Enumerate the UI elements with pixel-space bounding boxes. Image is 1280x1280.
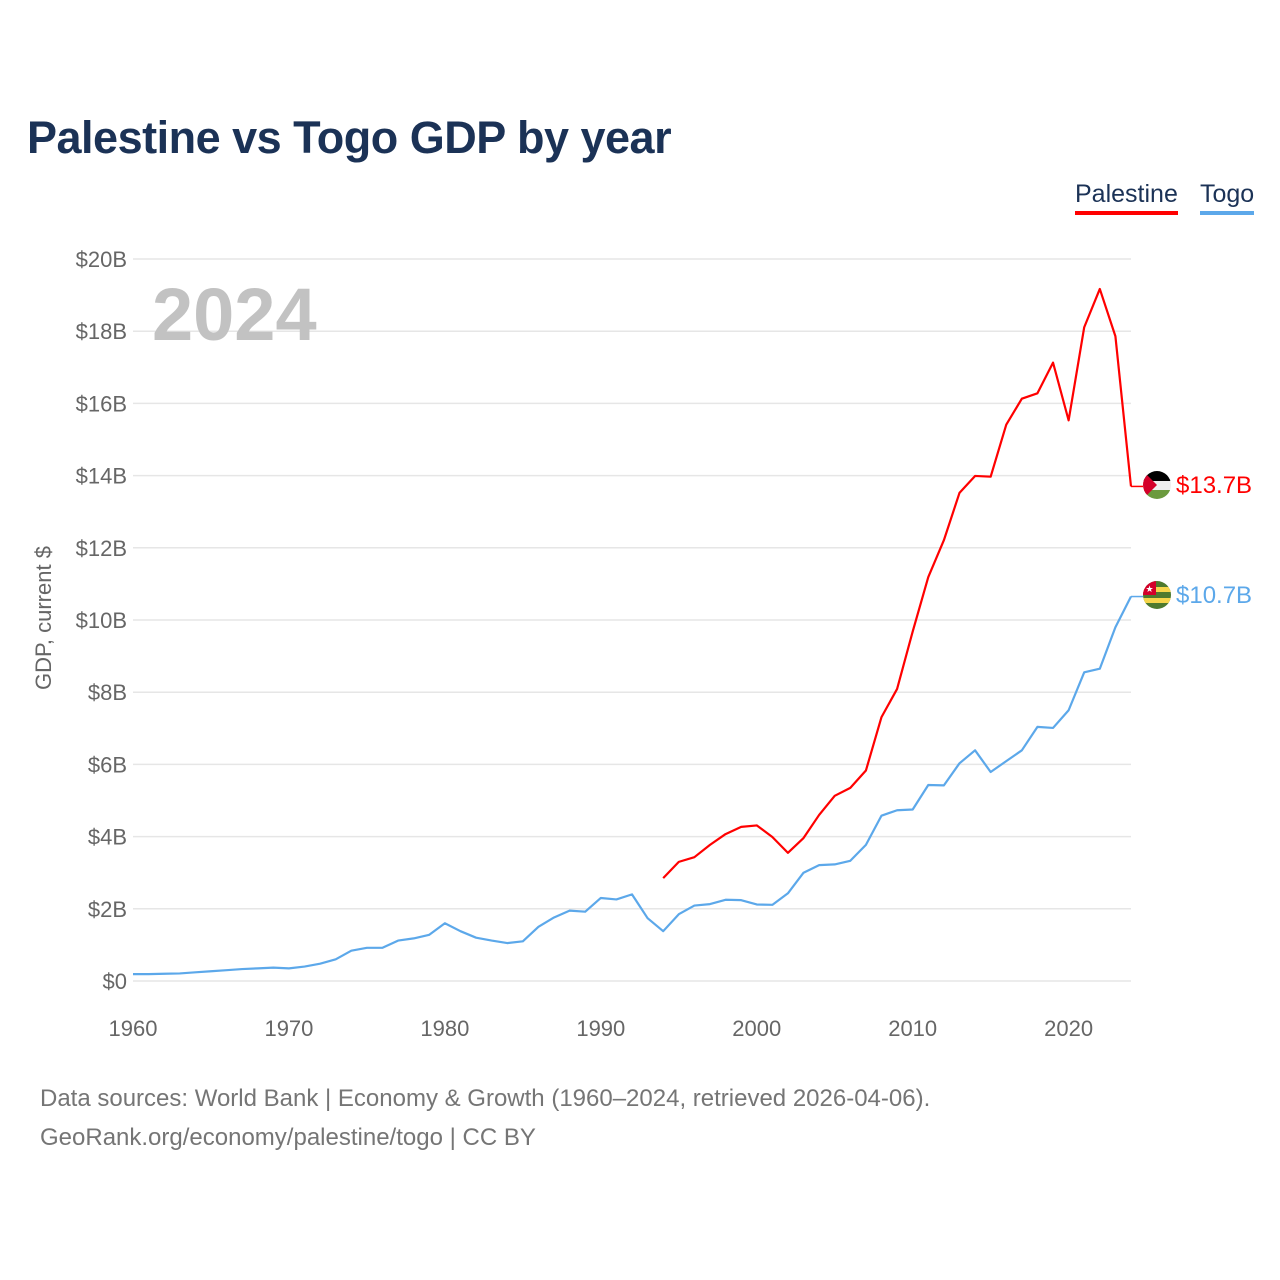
x-tick-label: 1970 bbox=[264, 1016, 313, 1041]
footer-sources: Data sources: World Bank | Economy & Gro… bbox=[40, 1085, 931, 1112]
x-tick-label: 2000 bbox=[732, 1016, 781, 1041]
y-tick-label: $12B bbox=[76, 536, 127, 561]
y-tick-label: $0 bbox=[103, 969, 127, 994]
y-tick-label: $18B bbox=[76, 319, 127, 344]
y-tick-label: $10B bbox=[76, 608, 127, 633]
y-tick-label: $14B bbox=[76, 464, 127, 489]
chart-title: Palestine vs Togo GDP by year bbox=[27, 112, 672, 163]
footer-link[interactable]: GeoRank.org/economy/palestine/togo | CC … bbox=[40, 1124, 536, 1151]
x-tick-label: 2020 bbox=[1044, 1016, 1093, 1041]
togo-line bbox=[133, 596, 1132, 976]
year-watermark: 2024 bbox=[152, 273, 317, 356]
palestine-line bbox=[662, 287, 1133, 879]
y-tick-label: $6B bbox=[88, 752, 127, 777]
x-tick-label: 1960 bbox=[109, 1016, 158, 1041]
legend-item-palestine[interactable]: Palestine bbox=[1075, 180, 1178, 215]
svg-text:★: ★ bbox=[1145, 584, 1153, 594]
x-tick-label: 2010 bbox=[888, 1016, 937, 1041]
togo-end-label: $10.7B bbox=[1176, 582, 1252, 609]
legend-item-togo[interactable]: Togo bbox=[1200, 180, 1255, 215]
y-tick-label: $16B bbox=[76, 391, 127, 416]
palestine-flag-icon bbox=[1143, 471, 1171, 499]
x-tick-label: 1980 bbox=[420, 1016, 469, 1041]
togo-flag-icon: ★ bbox=[1143, 581, 1171, 609]
palestine-end-label: $13.7B bbox=[1176, 472, 1252, 499]
y-tick-label: $4B bbox=[88, 825, 127, 850]
y-tick-label: $20B bbox=[76, 247, 127, 272]
x-tick-label: 1990 bbox=[576, 1016, 625, 1041]
y-axis-label: GDP, current $ bbox=[31, 546, 56, 690]
y-tick-label: $8B bbox=[88, 680, 127, 705]
y-tick-label: $2B bbox=[88, 897, 127, 922]
